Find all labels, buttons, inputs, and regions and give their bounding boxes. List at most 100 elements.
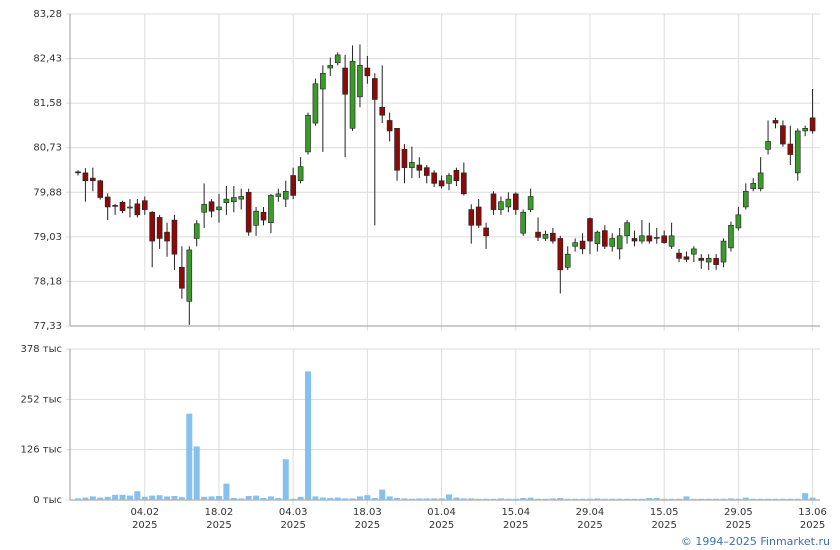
volume-bar: [698, 498, 705, 500]
candle-body: [253, 210, 259, 226]
volume-bar: [386, 496, 393, 500]
candle-body: [616, 235, 623, 250]
volume-bar: [201, 496, 208, 500]
volume-bar: [230, 498, 237, 500]
candle-body: [750, 183, 757, 189]
volume-bar: [720, 498, 727, 500]
candle-body: [438, 180, 445, 187]
volume-bar: [787, 498, 794, 500]
x-tick-label: 18.02 2025: [204, 507, 234, 531]
volume-bar: [260, 498, 267, 500]
volume-bar: [750, 498, 757, 500]
x-tick-label: 04.03 2025: [278, 507, 308, 531]
candle-body: [676, 252, 682, 259]
volume-bar: [609, 498, 616, 500]
volume-bar: [468, 498, 475, 500]
volume-bar: [527, 497, 534, 500]
candle-body: [245, 191, 252, 233]
candle-body: [127, 206, 133, 209]
candle-body: [557, 238, 564, 271]
volume-bar: [290, 498, 297, 500]
y-tick-label: 79,03: [33, 232, 62, 243]
volume-bar: [549, 498, 556, 500]
volume-bar: [579, 498, 586, 500]
volume-bar: [215, 496, 222, 500]
candle-body: [186, 249, 193, 302]
candle-body: [542, 233, 549, 239]
x-tick-label: 04.02 2025: [130, 507, 160, 531]
candle-body: [646, 235, 653, 242]
candle-body: [431, 172, 437, 184]
candle-body: [327, 65, 334, 69]
candle-body: [475, 206, 482, 226]
volume-bar: [505, 498, 512, 500]
volume-bar: [149, 495, 156, 500]
candle-body: [742, 190, 749, 208]
candle-body: [201, 204, 207, 213]
volume-bar: [223, 483, 230, 500]
volume-bar: [371, 498, 378, 500]
y-tick-label: 83,28: [33, 9, 62, 20]
x-tick-label: 29.04 2025: [575, 507, 605, 531]
candle-body: [772, 120, 779, 124]
volume-bar: [178, 497, 185, 500]
volume-bar: [572, 498, 579, 500]
volume-bar: [483, 498, 490, 500]
volume-bar: [193, 446, 200, 500]
volume-bar: [802, 493, 809, 500]
volume-bar: [646, 498, 653, 500]
candle-body: [765, 141, 771, 150]
candle-body: [297, 166, 304, 182]
volume-bar: [586, 498, 593, 500]
candle-body: [90, 177, 96, 182]
volume-bar: [564, 498, 571, 500]
volume-bar: [342, 498, 349, 500]
candle-body: [683, 256, 690, 260]
volume-bar: [126, 495, 133, 500]
x-tick-label: 13.06 2025: [798, 507, 827, 531]
volume-bar: [305, 371, 312, 500]
volume-bar: [408, 498, 415, 500]
volume-bar: [542, 498, 549, 500]
volume-bar: [312, 496, 319, 500]
candle-body: [141, 200, 148, 210]
y-tick-label: 78,18: [33, 276, 62, 287]
candle-body: [505, 198, 512, 208]
volume-bar: [757, 498, 764, 500]
volume-bar: [245, 496, 252, 500]
volume-bar: [616, 498, 623, 500]
y-tick-label: 80,73: [33, 143, 62, 154]
candle-body: [231, 197, 237, 203]
x-tick-label: 01.04 2025: [427, 507, 456, 531]
candle-body: [468, 209, 475, 226]
candle-body: [223, 198, 230, 204]
candle-body: [134, 203, 141, 216]
candle-body: [639, 235, 645, 242]
candle-body: [208, 201, 215, 212]
y-tick-label: 126 тыс: [21, 445, 62, 456]
candle-body: [386, 120, 393, 132]
y-tick-label: 0 тыс: [33, 495, 62, 506]
volume-bar: [379, 489, 386, 500]
candle-body: [349, 60, 356, 129]
volume-bar: [97, 497, 104, 500]
candle-body: [75, 171, 81, 174]
volume-bar: [416, 498, 423, 500]
candle-body: [97, 180, 104, 198]
volume-bar: [112, 494, 119, 500]
volume-bar: [171, 496, 178, 500]
candle-body: [320, 72, 326, 90]
candle-body: [550, 232, 556, 242]
candle-body: [757, 172, 764, 189]
volume-bar: [119, 494, 126, 500]
volume-bar: [638, 498, 645, 500]
volume-bar: [668, 498, 675, 500]
candle-body: [401, 148, 408, 168]
candle-body: [364, 67, 371, 77]
volume-bar: [661, 498, 668, 500]
candle-body: [446, 175, 452, 184]
volume-bar: [297, 496, 304, 500]
volume-bar: [772, 498, 779, 500]
